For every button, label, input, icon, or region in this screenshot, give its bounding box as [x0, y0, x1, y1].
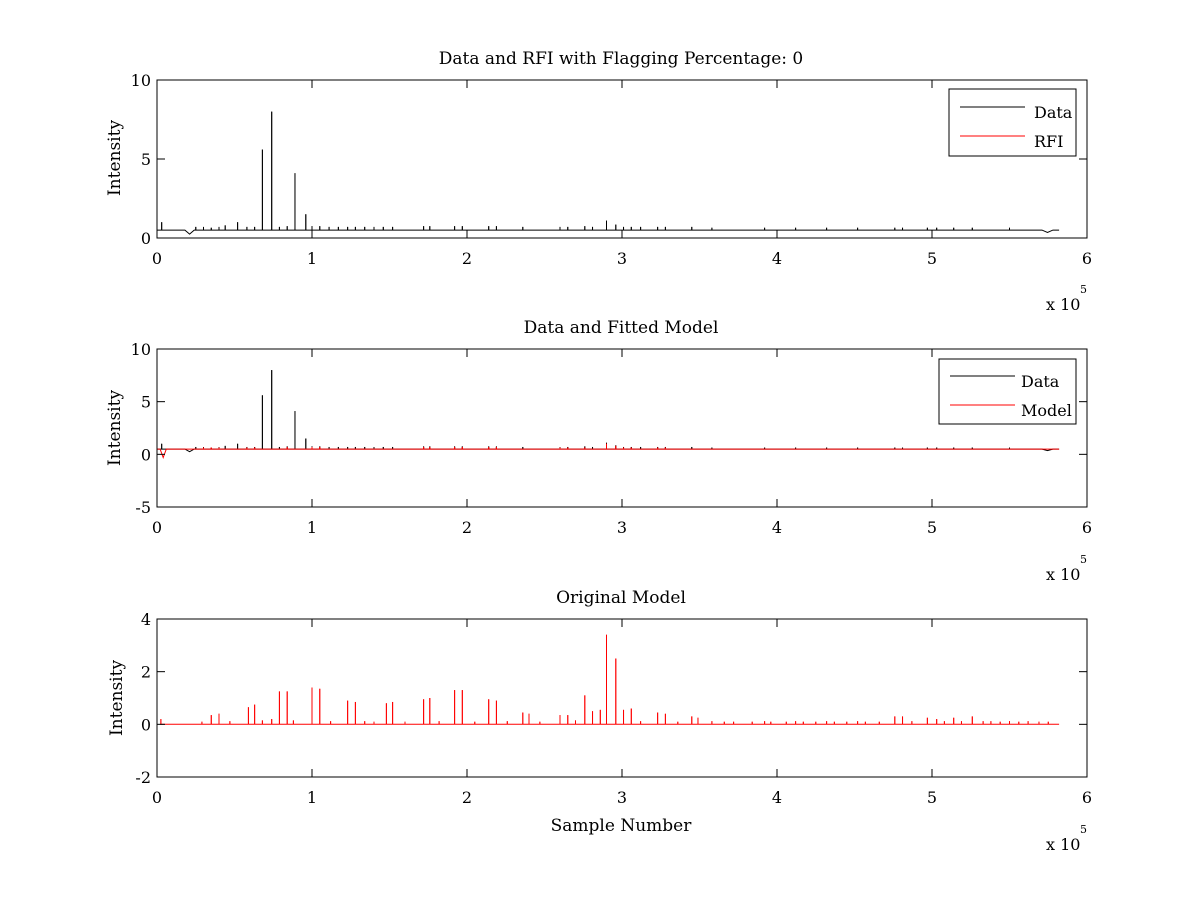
axes-1-x-tick-label: 3 — [617, 249, 627, 268]
axes-1-x-tick-label: 2 — [462, 249, 472, 268]
axes-2-legend-box — [938, 358, 1077, 425]
axes-2-y-tick-label: 0 — [141, 445, 151, 464]
axes-1-plot: 0 1 2 3 4 5 6 0 5 10 — [131, 71, 1092, 268]
axes-2-x-tick-label: 4 — [772, 518, 782, 537]
axes-3-y-tick-label: 4 — [141, 610, 151, 629]
axes-1-y-tick-label: 0 — [141, 229, 151, 248]
axes-3-x-tick-label: 5 — [927, 788, 937, 807]
axes-1-x-tick-label: 5 — [927, 249, 937, 268]
axes-3-x-tick-label: 0 — [152, 788, 162, 807]
axes-3-ylabel: Intensity — [107, 660, 127, 736]
axes-3-x-multiplier: x 10 5 — [1046, 823, 1087, 854]
axes-3: Original Model Intensity Sample Number 0… — [107, 588, 1092, 854]
axes-1-x-tick-label: 4 — [772, 249, 782, 268]
axes-1: Data and RFI with Flagging Percentage: 0… — [105, 49, 1092, 314]
axes-2-series-model-line — [157, 443, 1060, 459]
axes-3-y-tick-label: 0 — [141, 715, 151, 734]
axes-2-y-tick-label: 5 — [141, 393, 151, 412]
axes-2-x-multiplier-exponent: 5 — [1080, 553, 1087, 566]
axes-1-x-multiplier-exponent: 5 — [1080, 283, 1087, 296]
axes-2-legend: Data Model — [938, 358, 1077, 425]
axes-2-x-multiplier: x 10 5 — [1046, 553, 1087, 584]
axes-1-legend: Data RFI — [948, 88, 1077, 157]
axes-2: Data and Fitted Model Intensity 0 1 2 3 4 5 6 -… — [105, 318, 1092, 584]
axes-3-x-tick-label: 4 — [772, 788, 782, 807]
axes-3-y-tick-label: -2 — [135, 768, 151, 787]
axes-1-title: Data and RFI with Flagging Percentage: 0 — [439, 49, 803, 69]
axes-2-x-tick-label: 5 — [927, 518, 937, 537]
axes-1-x-multiplier: x 10 5 — [1046, 283, 1087, 314]
axes-2-x-multiplier-base: x 10 — [1046, 565, 1080, 584]
axes-3-x-tick-label: 2 — [462, 788, 472, 807]
axes-3-y-tick-label: 2 — [141, 663, 151, 682]
axes-3-x-multiplier-exponent: 5 — [1080, 823, 1087, 836]
axes-1-y-tick-label: 5 — [141, 150, 151, 169]
axes-3-x-tick-label: 6 — [1082, 788, 1092, 807]
axes-1-ylabel: Intensity — [105, 120, 125, 196]
axes-1-legend-label-rfi: RFI — [1034, 132, 1063, 151]
axes-1-x-multiplier-base: x 10 — [1046, 295, 1080, 314]
axes-2-x-tick-label: 3 — [617, 518, 627, 537]
axes-3-title: Original Model — [556, 588, 686, 608]
axes-2-ylabel: Intensity — [105, 390, 125, 466]
axes-3-x-tick-label: 3 — [617, 788, 627, 807]
axes-3-xlabel: Sample Number — [551, 816, 693, 836]
axes-2-x-tick-label: 0 — [152, 518, 162, 537]
axes-2-x-tick-label: 1 — [307, 518, 317, 537]
axes-1-y-tick-label: 10 — [131, 71, 151, 90]
axes-2-legend-label-data: Data — [1021, 372, 1060, 391]
axes-3-x-tick-label: 1 — [307, 788, 317, 807]
axes-2-y-tick-label: -5 — [135, 498, 151, 517]
axes-1-x-tick-label: 0 — [152, 249, 162, 268]
axes-2-x-tick-label: 2 — [462, 518, 472, 537]
axes-2-x-tick-label: 6 — [1082, 518, 1092, 537]
axes-1-x-tick-label: 6 — [1082, 249, 1092, 268]
axes-2-legend-label-model: Model — [1021, 401, 1072, 420]
axes-1-x-tick-label: 1 — [307, 249, 317, 268]
axes-2-title: Data and Fitted Model — [524, 318, 719, 338]
axes-2-y-tick-label: 10 — [131, 340, 151, 359]
axes-1-legend-label-data: Data — [1034, 103, 1073, 122]
axes-1-legend-box — [948, 88, 1077, 157]
axes-3-x-multiplier-base: x 10 — [1046, 835, 1080, 854]
